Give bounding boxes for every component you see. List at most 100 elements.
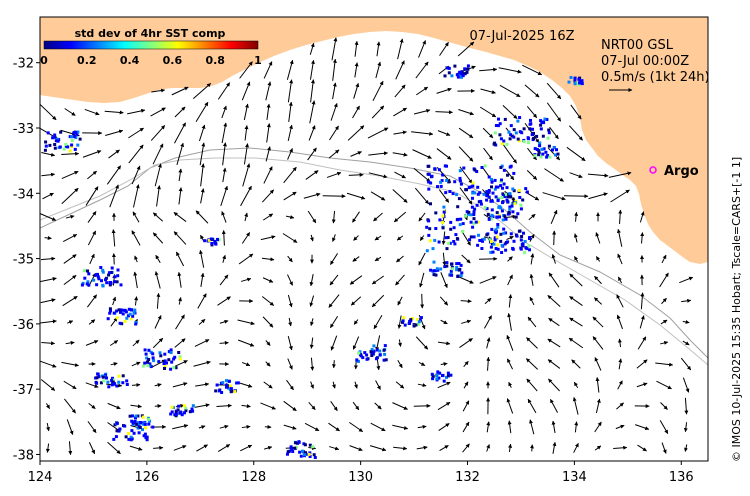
sst-pixel xyxy=(414,323,418,327)
sst-pixel xyxy=(497,205,501,209)
sst-pixel xyxy=(512,135,516,139)
current-arrow xyxy=(222,142,227,166)
sst-pixel xyxy=(107,271,111,275)
current-arrow xyxy=(682,377,690,393)
current-arrow xyxy=(459,187,473,205)
current-arrow xyxy=(529,273,534,286)
sst-pixel xyxy=(522,231,525,235)
current-arrow xyxy=(198,318,206,326)
current-arrow xyxy=(219,319,229,324)
sst-pixel xyxy=(308,455,312,458)
sst-pixel xyxy=(507,130,511,134)
sst-pixel xyxy=(87,283,91,287)
sst-pixel xyxy=(369,350,373,354)
current-arrow xyxy=(332,58,337,81)
current-arrow xyxy=(40,256,56,261)
current-arrow xyxy=(309,274,314,287)
current-arrow xyxy=(371,105,385,119)
sst-pixel xyxy=(543,117,547,121)
current-arrow xyxy=(152,337,164,349)
current-arrow xyxy=(326,171,342,178)
current-arrow xyxy=(507,312,512,331)
sst-pixel xyxy=(528,122,532,126)
sst-pixel xyxy=(506,173,509,177)
sst-pixel xyxy=(500,178,503,182)
sst-pixel xyxy=(520,235,524,238)
sst-pixel xyxy=(236,381,240,385)
sst-pixel xyxy=(501,192,505,196)
sst-pixel xyxy=(518,130,522,134)
current-arrow xyxy=(287,335,293,351)
sst-pixel xyxy=(505,142,509,146)
current-arrow xyxy=(526,378,538,392)
current-arrow xyxy=(542,192,566,201)
sst-pixel xyxy=(512,200,516,204)
sst-pixel xyxy=(471,225,475,229)
sst-pixel xyxy=(115,429,119,433)
current-arrow xyxy=(82,150,102,158)
sst-pixel xyxy=(312,453,316,457)
sst-pixel xyxy=(522,140,526,144)
sst-pixel xyxy=(518,116,522,119)
current-arrow xyxy=(373,212,383,222)
sst-pixel xyxy=(439,180,443,184)
sst-pixel xyxy=(516,137,520,141)
current-arrow xyxy=(439,445,449,451)
current-arrow xyxy=(195,101,209,123)
sst-pixel xyxy=(468,238,472,242)
sst-pixel xyxy=(504,231,508,235)
current-arrow xyxy=(439,42,449,56)
sst-pixel xyxy=(121,312,125,316)
sst-pixel xyxy=(490,217,494,221)
sst-pixel xyxy=(471,184,475,188)
current-arrow xyxy=(397,359,403,369)
current-arrow xyxy=(498,67,522,74)
current-arrow xyxy=(331,360,336,369)
current-arrow xyxy=(174,122,186,144)
sst-pixel xyxy=(417,320,421,324)
sst-pixel xyxy=(494,195,498,199)
sst-pixel xyxy=(489,250,493,254)
sst-pixel xyxy=(170,405,174,409)
sst-pixel xyxy=(190,407,194,411)
sst-pixel xyxy=(508,207,512,211)
sst-pixel xyxy=(500,196,504,199)
sst-pixel xyxy=(117,374,121,378)
sst-pixel xyxy=(455,262,459,266)
current-arrow xyxy=(130,404,142,409)
sst-pixel xyxy=(141,415,145,419)
sst-pixel xyxy=(538,141,542,145)
sst-pixel xyxy=(547,128,551,132)
current-arrow xyxy=(441,231,446,245)
sst-pixel xyxy=(511,202,515,205)
current-arrow xyxy=(544,168,564,182)
current-arrow xyxy=(463,360,469,368)
sst-pixel xyxy=(514,131,518,135)
current-arrow xyxy=(414,187,430,205)
current-arrow xyxy=(172,424,189,430)
sst-pixel xyxy=(433,238,437,242)
current-arrow xyxy=(438,189,450,203)
current-arrow xyxy=(529,419,535,435)
current-arrow xyxy=(237,339,255,347)
sst-pixel xyxy=(433,167,437,171)
sst-pixel xyxy=(472,217,476,221)
sst-pixel xyxy=(499,166,503,169)
sst-pixel xyxy=(533,154,537,158)
sst-pixel xyxy=(384,358,388,362)
sst-pixel xyxy=(569,76,573,79)
current-arrow xyxy=(527,398,537,414)
current-arrow xyxy=(483,147,493,161)
current-arrow xyxy=(529,444,534,452)
current-arrow xyxy=(397,296,403,306)
sst-pixel xyxy=(461,74,465,78)
sst-pixel xyxy=(434,211,438,215)
sst-pixel xyxy=(539,123,543,127)
sst-pixel xyxy=(458,223,462,227)
sst-pixel xyxy=(441,214,445,218)
sst-pixel xyxy=(506,212,510,216)
sst-pixel xyxy=(442,210,446,214)
sst-pixel xyxy=(378,349,382,353)
sst-pixel xyxy=(451,267,455,271)
current-arrow xyxy=(221,211,227,223)
